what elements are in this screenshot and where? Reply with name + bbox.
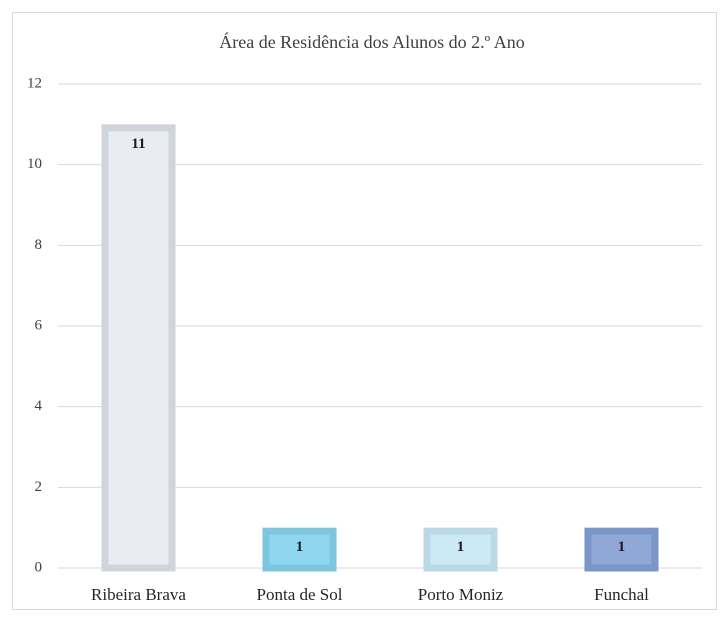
value-label: 1 [457, 539, 465, 555]
bar [423, 527, 498, 572]
x-tick-label: Porto Moniz [418, 585, 504, 604]
y-tick-label: 4 [35, 398, 43, 414]
y-tick-label: 2 [35, 479, 43, 495]
x-tick-label: Ponta de Sol [257, 585, 343, 604]
x-tick-label: Funchal [594, 585, 649, 604]
x-tick-label: Ribeira Brava [91, 585, 186, 604]
value-label: 1 [618, 539, 626, 555]
y-tick-label: 0 [35, 559, 43, 575]
value-label: 1 [296, 539, 304, 555]
y-tick-label: 8 [35, 237, 43, 253]
bar [584, 527, 659, 572]
y-tick-label: 12 [27, 75, 42, 91]
bar [101, 124, 176, 572]
value-label: 11 [131, 136, 145, 152]
y-tick-label: 6 [35, 317, 43, 333]
chart-title: Área de Residência dos Alunos do 2.º Ano [219, 31, 525, 52]
bar [262, 527, 337, 572]
y-tick-label: 10 [27, 156, 42, 172]
